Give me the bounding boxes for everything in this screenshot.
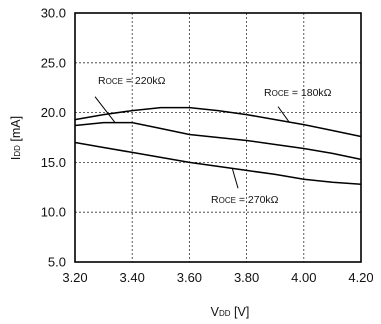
- series-line-1: [74, 106, 362, 138]
- y-tick-label: 15.0: [41, 155, 66, 170]
- plot-frame: [74, 12, 362, 263]
- x-tick-label: 3.60: [177, 270, 202, 285]
- x-tick-label: 4.00: [291, 270, 316, 285]
- series-layer: [74, 106, 362, 186]
- x-tick-label: 3.40: [120, 270, 145, 285]
- grid-lines: [75, 13, 361, 262]
- annotation-180k: ROCE = 180kΩ: [264, 87, 332, 99]
- y-tick-label: 5.0: [48, 255, 66, 270]
- x-axis-label: VDD [V]: [211, 305, 250, 319]
- y-tick-label: 20.0: [41, 105, 66, 120]
- y-tick-label: 10.0: [41, 205, 66, 220]
- x-tick-label: 3.80: [234, 270, 259, 285]
- y-axis-label: IDD [mA]: [9, 116, 23, 160]
- x-tick-label: 3.20: [62, 270, 87, 285]
- y-tick-label: 25.0: [41, 55, 66, 70]
- series-line-2: [74, 141, 362, 186]
- annotation-leaders: [94, 96, 290, 189]
- annotation-270k: ROCE = 270kΩ: [211, 194, 279, 206]
- annotation-leader-2: [231, 168, 239, 189]
- x-tick-labels: 3.20 3.40 3.60 3.80 4.00 4.20: [62, 270, 373, 285]
- y-tick-labels: 5.0 10.0 15.0 20.0 25.0 30.0: [41, 6, 66, 270]
- x-tick-label: 4.20: [348, 270, 373, 285]
- annotation-leader-1: [277, 106, 290, 123]
- series-line-0: [74, 121, 362, 161]
- annotation-220k: ROCE = 220kΩ: [98, 75, 166, 87]
- y-tick-label: 30.0: [41, 6, 66, 21]
- annotation-leader-0: [94, 96, 116, 123]
